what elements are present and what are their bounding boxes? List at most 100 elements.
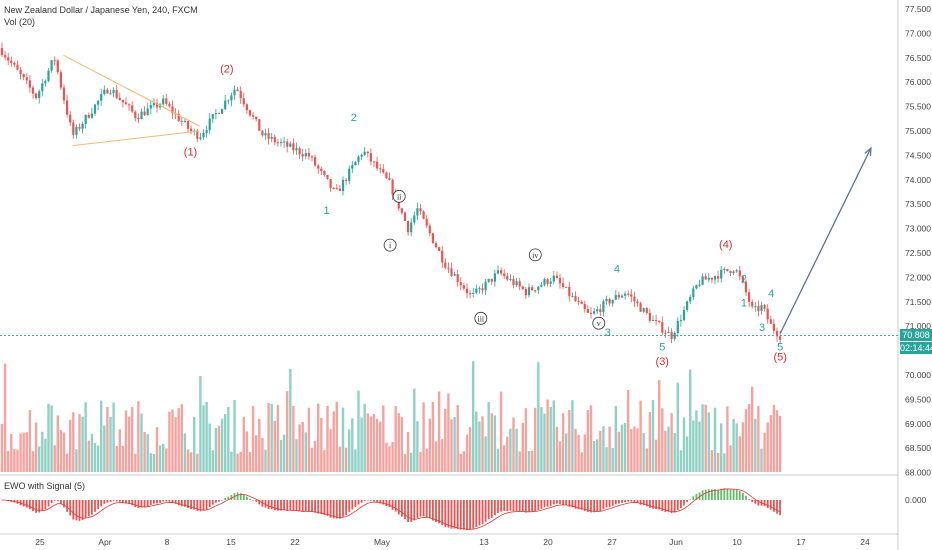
ewo-bar [128,500,130,505]
candle-body [121,99,124,103]
ewo-bar [227,496,230,500]
countdown-tag: 02:14:44 [900,342,932,354]
volume-bar [642,432,645,472]
candle-body [599,309,602,313]
volume-bar [87,440,90,472]
volume-bar [50,405,53,472]
volume-bar [140,413,143,472]
volume-bar [10,434,13,472]
ewo-bar [87,500,90,517]
time-tick-label: 10 [732,537,742,547]
volume-bar [199,375,202,472]
candle-body [493,273,496,282]
volume-bar [468,427,472,472]
volume-bar [267,403,270,472]
ewo-bar [543,500,546,508]
volume-bar [3,363,7,472]
candle-body [283,141,286,143]
volume-bar [478,421,481,472]
ewo-bar [729,489,732,500]
ewo-bar [776,500,778,514]
candle-body [131,105,134,112]
volume-bar [425,448,428,472]
candle-body [115,90,118,98]
ewo-bar [131,500,134,506]
candle-body [366,151,369,154]
candle-body [490,278,493,282]
sub-wave-label: iii [477,314,484,323]
volume-bar [654,439,658,472]
candle-body [186,121,190,129]
candle-body [314,157,317,166]
ewo-bar [329,500,332,518]
candle-body [766,308,769,320]
volume-bar [214,427,218,472]
candle-body [53,60,56,62]
ewo-bar [568,500,571,507]
ewo-bar [779,500,781,516]
candle-body [555,275,558,278]
volume-bar [100,400,103,472]
candle-body [459,282,462,286]
candle-body [273,136,276,143]
ewo-bar [202,500,205,511]
candle-body [540,284,543,287]
ewo-bar [766,500,769,509]
primary-wave-label: (3) [656,356,669,368]
volume-bar [434,441,438,472]
candle-body [422,211,425,219]
volume-bar [503,445,506,472]
candle-body [602,301,605,313]
volume-bar [701,404,704,472]
volume-bar [282,434,286,472]
volume-bar [571,400,574,472]
volume-bar [726,406,729,472]
candle-body [558,277,562,284]
candle-body [7,57,10,61]
volume-bar [447,393,450,472]
volume-bar [258,418,261,472]
candle-body [310,156,314,158]
ewo-bar [388,500,391,508]
ewo-bar [704,489,707,500]
volume-bar [698,421,701,472]
minor-wave-label: 2 [741,273,747,285]
volume-bar [143,431,146,472]
candle-body [407,220,410,233]
volume-bar [754,418,757,472]
ewo-bar [459,500,462,530]
candle-body [242,98,245,105]
volume-bar [22,432,25,472]
time-tick-label: Apr [98,537,111,547]
ewo-bar [47,500,50,507]
volume-bar [155,427,159,472]
candle-body [608,299,611,304]
candle-body [434,243,438,248]
volume-bar [372,414,376,472]
ewo-bar [146,500,149,507]
ewo-bar [630,500,633,502]
volume-bar [189,452,193,472]
volume-bar [509,428,512,472]
ewo-bar [78,500,81,521]
ewo-bar [205,500,208,510]
ewo-bar [180,500,183,507]
volume-bar [416,421,419,472]
candle-body [481,288,484,291]
ewo-bar [556,500,558,504]
volume-bar [735,423,738,472]
candle-body [562,283,565,288]
symbol-title: New Zealand Dollar / Japanese Yen, 240, … [4,5,198,15]
candle-body [137,117,140,120]
volume-bar [527,450,531,472]
ewo-bar [757,500,760,506]
candle-body [13,62,16,65]
candle-body [230,95,233,101]
candle-body [648,312,651,321]
volume-bar [0,423,4,472]
candle-body [199,137,202,139]
candle-body [292,143,295,151]
ewo-bar [611,500,614,506]
volume-bar [351,418,354,472]
